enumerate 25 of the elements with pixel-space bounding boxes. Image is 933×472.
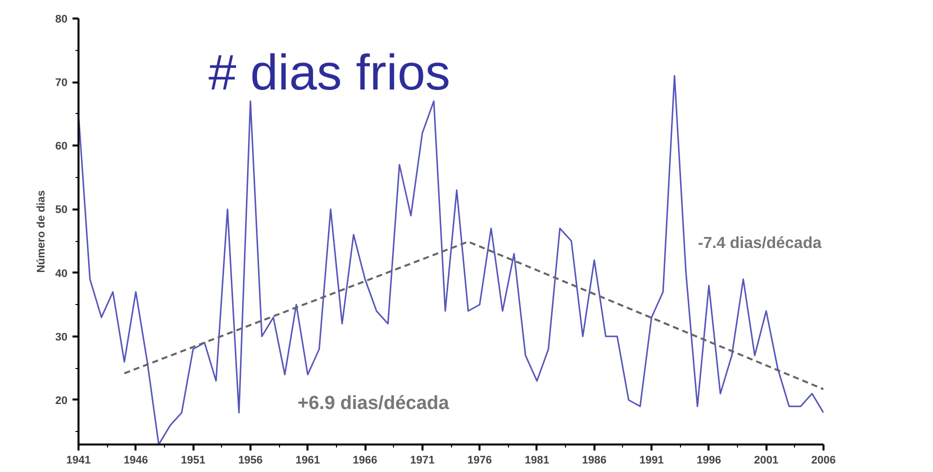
x-tick-label: 1946 [124, 454, 148, 466]
y-tick-label: 70 [55, 77, 68, 90]
x-tick-label: 1996 [696, 454, 722, 466]
x-tick-label: 1956 [238, 454, 263, 466]
x-tick-label: 1951 [180, 454, 206, 466]
x-tick-label: 1991 [639, 454, 664, 466]
x-tick-label: 1986 [582, 454, 607, 466]
x-tick-label: 1976 [467, 454, 492, 466]
y-tick-label: 40 [55, 268, 68, 280]
y-tick-label: 80 [55, 14, 68, 26]
x-tick-label: 1941 [66, 454, 91, 466]
text: # dias frios [208, 44, 450, 100]
y-tick-label: 50 [55, 204, 68, 216]
x-tick-label: 2006 [811, 454, 836, 466]
y-axis-title: Número de dias [35, 190, 48, 273]
annotation: -7.4 dias/década [698, 235, 822, 252]
y-tick-label: 60 [55, 140, 68, 153]
x-tick-label: 1966 [352, 454, 378, 466]
x-tick-label: 1961 [295, 454, 320, 466]
y-tick-label: 30 [55, 331, 68, 344]
x-tick-label: 1971 [410, 454, 435, 466]
x-tick-label: 1981 [524, 454, 550, 466]
annotation: +6.9 dias/década [298, 393, 450, 414]
y-tick-label: 20 [55, 394, 68, 407]
x-tick-label: 2001 [754, 454, 778, 466]
